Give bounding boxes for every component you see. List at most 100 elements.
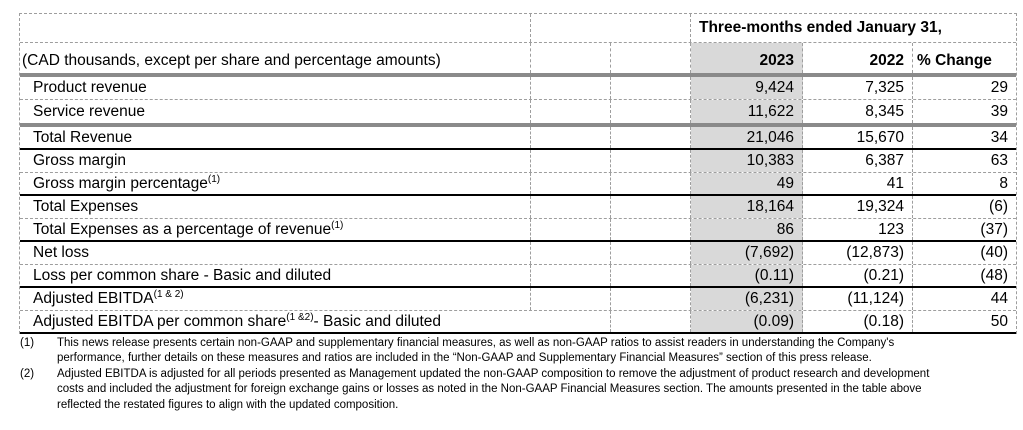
row-label-text: Service revenue	[33, 102, 146, 120]
footnote-line: performance, further details on these me…	[57, 352, 872, 365]
row-label: Product revenue	[20, 77, 531, 99]
row-label-text: Loss per common share - Basic and dilute…	[33, 266, 332, 284]
value-change: 39	[990, 102, 1008, 120]
footnote-text: This news release presents certain non-G…	[57, 336, 1018, 367]
value-2023: 10,383	[691, 150, 803, 172]
footnotes-section: (1) This news release presents certain n…	[20, 336, 1018, 413]
spacer-cell	[611, 150, 691, 172]
table-row: Adjusted EBITDA per common share (1 &2) -…	[20, 311, 1016, 334]
value-2022: 7,325	[803, 77, 913, 99]
spacer-cell	[531, 219, 611, 240]
col-header-2022: 2022	[803, 43, 913, 73]
value-change: 63	[990, 152, 1008, 169]
value-change: 44	[990, 290, 1008, 307]
footnote: (2) Adjusted EBITDA is adjusted for all …	[20, 367, 1018, 413]
footnote-text: Adjusted EBITDA is adjusted for all peri…	[57, 367, 1018, 413]
row-label: Adjusted EBITDA per common share (1 &2) -…	[20, 311, 611, 332]
value-change: (48)	[980, 266, 1008, 284]
row-label: Service revenue	[20, 100, 531, 123]
table-row: Total Expenses as a percentage of revenu…	[20, 219, 1016, 242]
spacer-cell	[531, 43, 611, 73]
footnote: (1) This news release presents certain n…	[20, 336, 1018, 367]
value-2023: (7,692)	[691, 242, 803, 264]
value-2023: 49	[691, 173, 803, 194]
footnote-ref: (1 &2)	[286, 311, 314, 323]
spacer-cell	[611, 100, 691, 123]
row-label-text: Total Expenses	[33, 198, 139, 215]
value-change: 8	[999, 174, 1008, 192]
spacer-cell	[611, 288, 691, 310]
spacer-cell	[531, 242, 611, 264]
value-2022: 41	[803, 173, 913, 194]
value-change: (37)	[980, 220, 1008, 238]
row-label: Total Revenue	[20, 127, 531, 148]
row-label-text: Net loss	[33, 244, 89, 261]
value-2022: (11,124)	[803, 288, 913, 310]
spacer-cell	[611, 265, 691, 286]
value-2022: (0.18)	[803, 311, 913, 332]
spacer-cell	[611, 196, 691, 218]
footnote-line: This news release presents certain non-G…	[57, 337, 895, 349]
spacer-cell	[531, 288, 611, 310]
value-2022: (12,873)	[803, 242, 913, 264]
row-label-text: Product revenue	[33, 79, 147, 96]
row-label: Adjusted EBITDA (1 & 2)	[20, 288, 531, 310]
value-change: 50	[990, 312, 1008, 330]
value-2022: 15,670	[803, 127, 913, 148]
value-2023: 9,424	[691, 77, 803, 99]
value-2022: (0.21)	[803, 265, 913, 286]
value-2023: (6,231)	[691, 288, 803, 310]
unit-note-cell: (CAD thousands, except per share and per…	[20, 43, 531, 73]
value-2023: 18,164	[691, 196, 803, 218]
table-row: Gross margin 10,383 6,387 63	[20, 150, 1016, 173]
table-row: Net loss (7,692) (12,873) (40)	[20, 242, 1016, 265]
table-row: Service revenue 11,622 8,345 39	[20, 100, 1016, 127]
table-row: Total Revenue 21,046 15,670 34	[20, 127, 1016, 150]
spacer-cell	[611, 173, 691, 194]
row-label-text: Gross margin percentage	[33, 174, 208, 192]
table-row: Adjusted EBITDA (1 & 2) (6,231) (11,124) …	[20, 288, 1016, 311]
value-change: 29	[990, 79, 1008, 96]
spacer-cell	[531, 14, 691, 42]
row-label: Gross margin percentage (1)	[20, 173, 531, 194]
value-2023: (0.11)	[691, 265, 803, 286]
value-2022: 8,345	[803, 100, 913, 123]
table-row: Total Expenses 18,164 19,324 (6)	[20, 196, 1016, 219]
spacer-cell	[611, 43, 691, 73]
row-label: Total Expenses as a percentage of revenu…	[20, 219, 531, 240]
row-label-text: Total Revenue	[33, 128, 133, 146]
value-2022: 19,324	[803, 196, 913, 218]
spacer-cell	[531, 100, 611, 123]
row-label: Net loss	[20, 242, 531, 264]
row-label-text: Gross margin	[33, 152, 127, 169]
value-change: (6)	[989, 198, 1008, 215]
spacer-cell	[531, 127, 611, 148]
spacer-cell	[611, 242, 691, 264]
spacer-cell	[611, 127, 691, 148]
footnote-ref: (1 & 2)	[153, 289, 184, 300]
value-2022: 6,387	[803, 150, 913, 172]
row-label: Gross margin	[20, 150, 531, 172]
spacer-cell	[531, 77, 611, 99]
value-change: (40)	[980, 244, 1008, 261]
footnote-ref: (1)	[207, 173, 221, 185]
footnote-line: Adjusted EBITDA is adjusted for all peri…	[57, 367, 930, 380]
spacer-cell	[611, 219, 691, 240]
value-change: 34	[990, 128, 1008, 146]
financial-table: Three-months ended January 31, (CAD thou…	[19, 13, 1017, 334]
spacer-cell	[531, 265, 611, 286]
footnote-line: costs and included the adjustment for fo…	[57, 383, 922, 396]
row-label-text: Total Expenses as a percentage of revenu…	[33, 220, 332, 238]
table-row: Gross margin percentage (1) 49 41 8	[20, 173, 1016, 196]
spacer-cell	[611, 77, 691, 99]
period-header-cell: Three-months ended January 31,	[699, 19, 942, 36]
row-label: Loss per common share - Basic and dilute…	[20, 265, 531, 286]
row-label-suffix: - Basic and diluted	[313, 312, 442, 330]
col-header-change: % Change	[917, 52, 992, 69]
value-2022: 123	[803, 219, 913, 240]
spacer-cell	[531, 150, 611, 172]
row-label-text: Adjusted EBITDA per common share	[33, 312, 287, 330]
row-label-text: Adjusted EBITDA	[33, 290, 154, 307]
spacer-cell	[531, 196, 611, 218]
